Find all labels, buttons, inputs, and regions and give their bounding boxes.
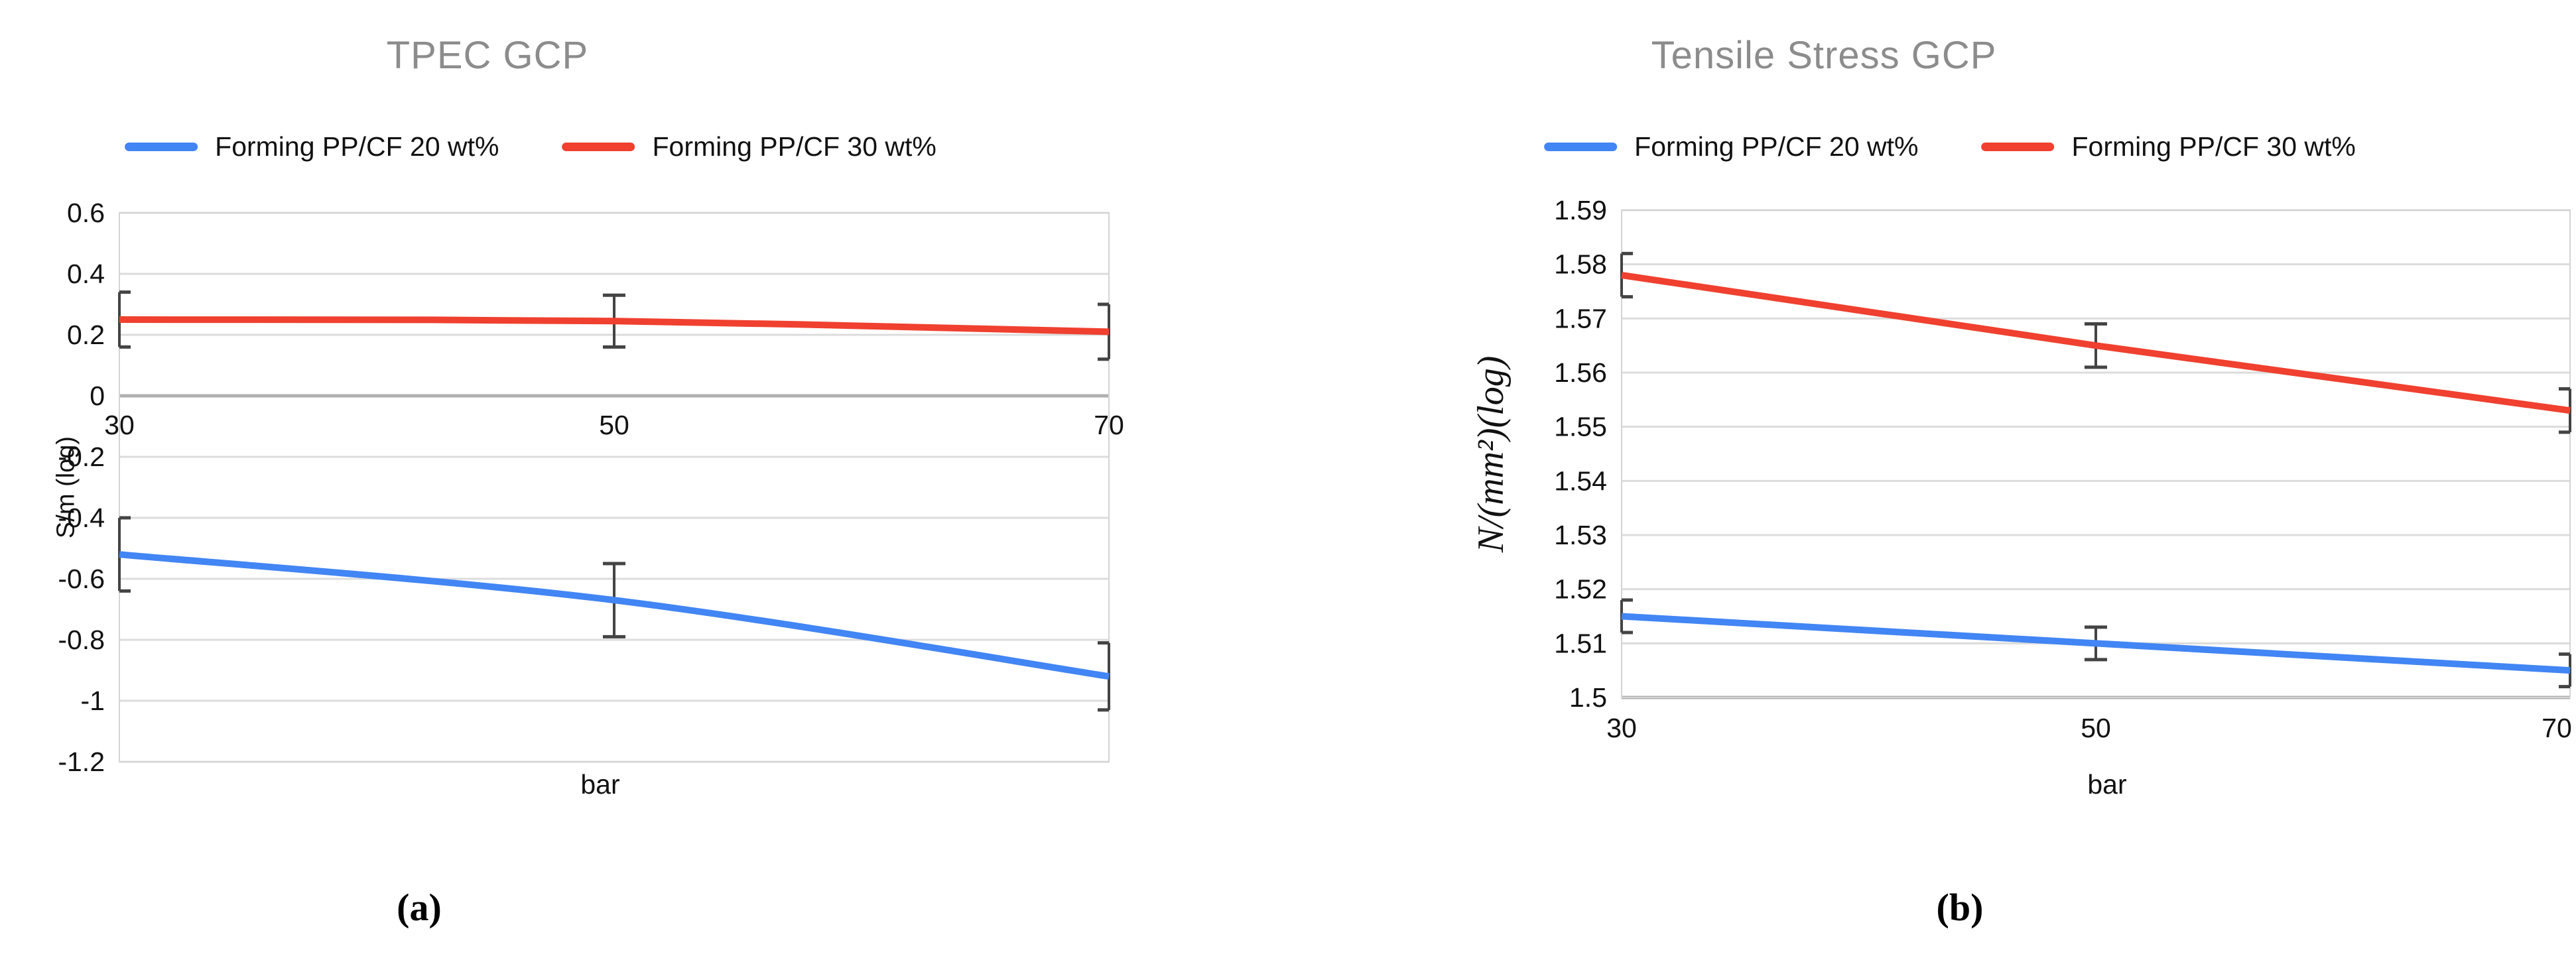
legend-swatch-blue-icon [1544, 143, 1618, 151]
chart-b-plot-area: 1.59 1.58 1.57 1.56 1.55 1.54 1.53 1.52 1.51 1.53… [1554, 195, 2572, 743]
legend-swatch-red-icon [1981, 143, 2055, 151]
chart-a-x-axis-title: bar [580, 769, 620, 800]
y-tick-label: 1.58 [1554, 249, 1607, 280]
series-line-blue [1621, 613, 2571, 674]
x-tick-label: 30 [1606, 713, 1637, 743]
legend-item-forming-20wt: Forming PP/CF 20 wt% [125, 131, 499, 162]
y-tick-label: -0.8 [58, 625, 105, 655]
legend-swatch-red-icon [562, 143, 635, 151]
y-tick-label: 1.52 [1554, 574, 1607, 605]
chart-b-x-axis-title: bar [2087, 769, 2127, 800]
y-tick-label: 1.5 [1569, 682, 1607, 713]
y-tick-label: 0.4 [67, 259, 105, 289]
y-tick-label: 1.51 [1554, 628, 1607, 658]
legend-item-forming-30wt: Forming PP/CF 30 wt% [1981, 131, 2356, 162]
subfigure-label-a: (a) [397, 886, 442, 929]
legend-item-forming-20wt: Forming PP/CF 20 wt% [1544, 131, 1919, 162]
chart-b-legend: Forming PP/CF 20 wt% Forming PP/CF 30 wt… [1544, 131, 2356, 162]
y-tick-label: 1.53 [1554, 520, 1607, 550]
legend-item-forming-30wt: Forming PP/CF 30 wt% [562, 131, 936, 162]
y-tick-label: 1.59 [1554, 195, 1607, 225]
chart-b-title: Tensile Stress GCP [1651, 34, 1997, 77]
plot-border [119, 212, 1110, 762]
y-tick-label: -0.2 [58, 442, 105, 472]
y-tick-label: 0 [90, 381, 105, 411]
x-tick-label: 30 [104, 410, 135, 440]
x-tick-label: 70 [2542, 713, 2572, 743]
legend-label-forming-30wt: Forming PP/CF 30 wt% [652, 131, 936, 162]
series-line-red [119, 316, 1110, 335]
y-tick-label: 1.54 [1554, 465, 1607, 496]
chart-a-plot-area: 0.6 0.4 0.2 0 -0.2 -0.4 -0.6 -0.8 -1 -1.2 30 50 70 [58, 198, 1124, 777]
chart-a-y-axis-title: S/m (log) [52, 436, 80, 539]
y-tick-label: 1.57 [1554, 303, 1607, 333]
y-tick-label: 1.55 [1554, 412, 1607, 442]
error-bars-blue [118, 516, 1110, 712]
legend-label-forming-20wt: Forming PP/CF 20 wt% [1634, 131, 1919, 162]
chart-b-y-axis-title: N/(mm²)(log) [1470, 355, 1512, 553]
y-tick-label: 1.56 [1554, 357, 1607, 388]
chart-a-legend: Forming PP/CF 20 wt% Forming PP/CF 30 wt… [125, 131, 936, 162]
y-tick-label: -1.2 [58, 747, 105, 777]
chart-a-title: TPEC GCP [386, 34, 589, 77]
y-tick-label: -0.6 [58, 564, 105, 594]
y-tick-label: 0.2 [67, 320, 105, 350]
x-tick-label: 50 [2081, 713, 2111, 743]
legend-label-forming-20wt: Forming PP/CF 20 wt% [215, 131, 499, 162]
legend-swatch-blue-icon [125, 143, 198, 151]
series-line-blue [119, 551, 1110, 680]
x-tick-label: 70 [1094, 410, 1124, 440]
legend-label-forming-30wt: Forming PP/CF 30 wt% [2071, 131, 2356, 162]
y-tick-label: 0.6 [67, 198, 105, 228]
series-line-red [1621, 272, 2571, 414]
y-tick-label: -0.4 [58, 503, 105, 533]
y-tick-label: -1 [81, 686, 105, 716]
x-tick-label: 50 [599, 410, 629, 440]
subfigure-label-b: (b) [1936, 886, 1984, 929]
plot-border [1621, 210, 2571, 698]
